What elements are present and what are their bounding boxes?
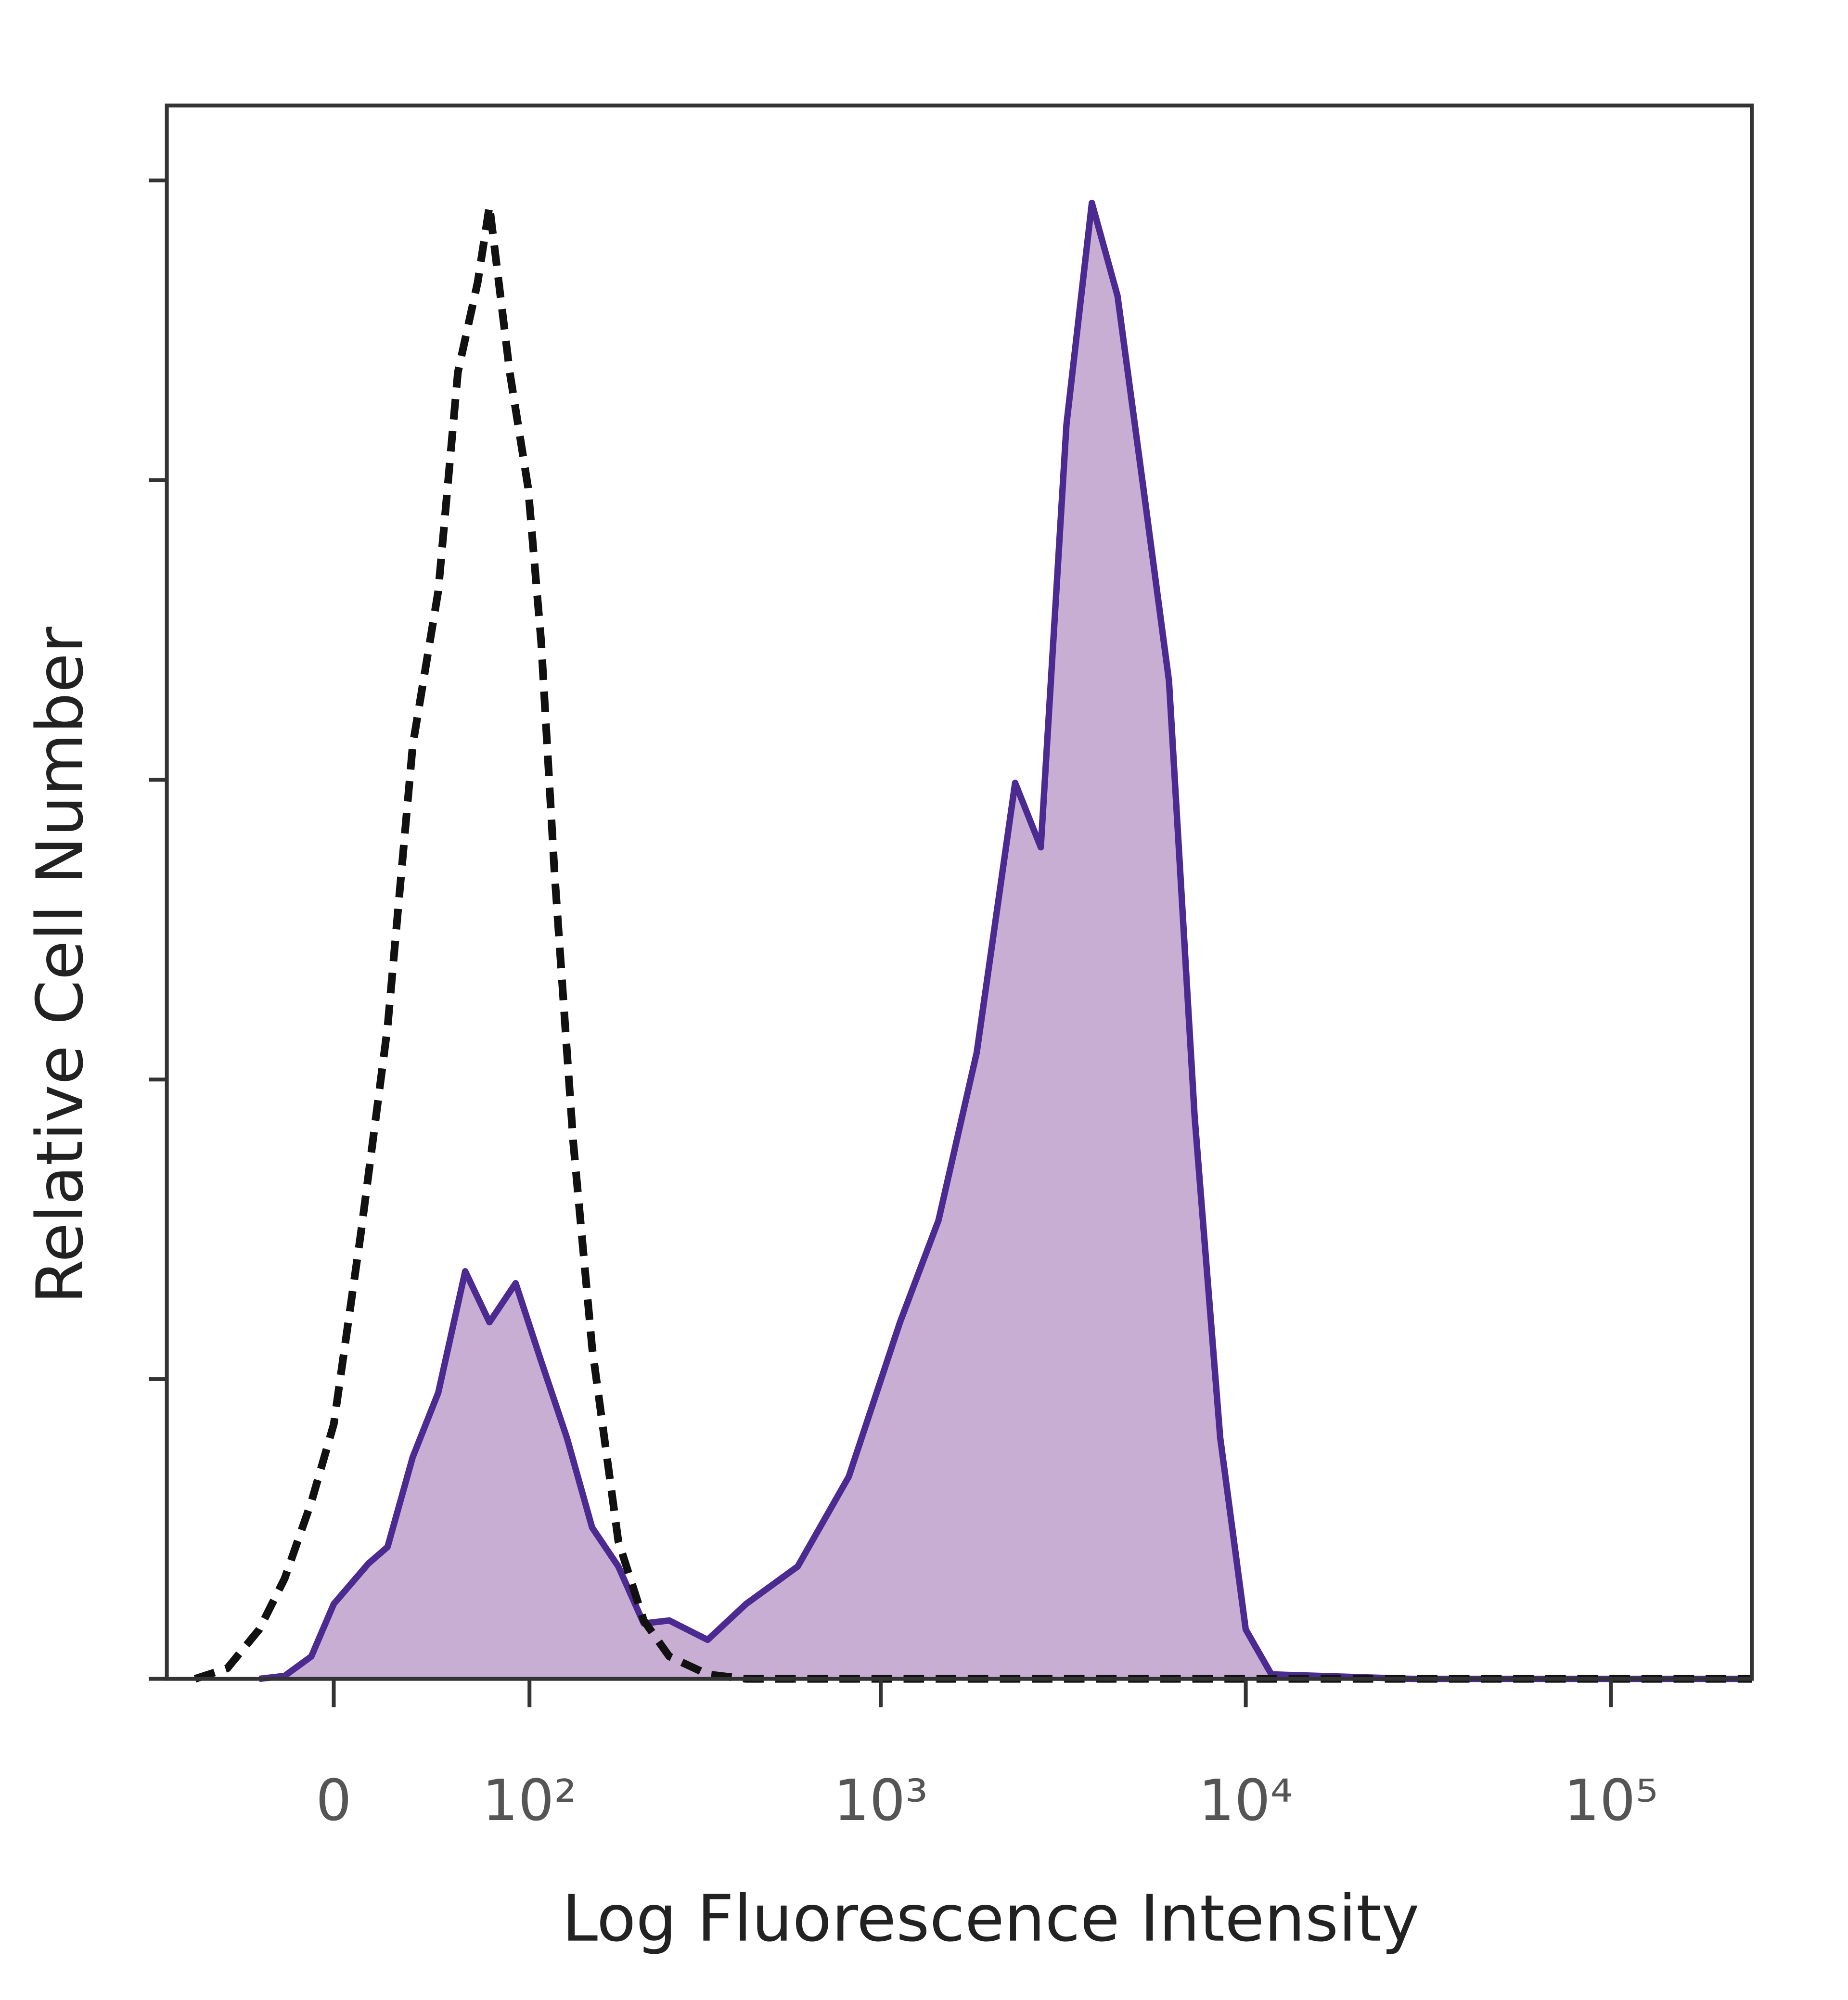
area	[259, 203, 1752, 1679]
x-tick-label: 10⁴	[1198, 1768, 1293, 1833]
x-axis-title: Log Fluorescence Intensity	[562, 1882, 1420, 1956]
line	[258, 200, 1752, 1682]
dashed-line	[193, 202, 1752, 1683]
x-tick-label: 10²	[482, 1768, 577, 1833]
x-tick-label: 0	[316, 1768, 352, 1833]
x-tick-label: 10⁵	[1564, 1768, 1658, 1833]
y-axis-title: Relative Cell Number	[23, 627, 98, 1304]
plot-frame	[165, 103, 1754, 1681]
x-tick-label: 10³	[834, 1768, 928, 1833]
